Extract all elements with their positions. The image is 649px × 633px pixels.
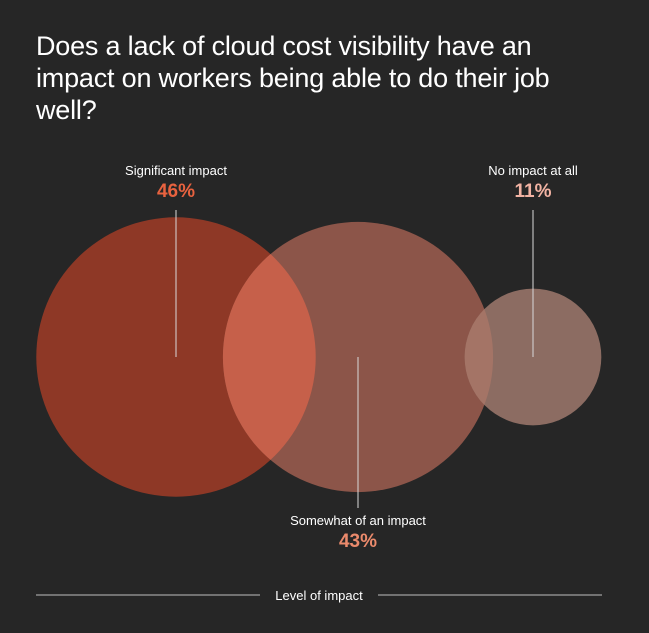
leader-line-layer xyxy=(175,210,534,508)
x-axis-label: Level of impact xyxy=(275,588,363,603)
label-layer: Significant impact 46% Somewhat of an impa… xyxy=(125,163,578,552)
value-label-significant-impact: 46% xyxy=(157,181,195,202)
category-label-significant-impact: Significant impact xyxy=(125,163,227,178)
chart-title: Does a lack of cloud cost visibility hav… xyxy=(36,31,550,125)
overlap-layer xyxy=(222,221,494,493)
value-label-no-impact-at-all: 11% xyxy=(515,181,552,202)
bubble-overlap-1 xyxy=(222,221,316,493)
x-axis: Level of impact xyxy=(36,588,602,603)
category-label-somewhat-of-an-impact: Somewhat of an impact xyxy=(290,513,426,528)
value-label-somewhat-of-an-impact: 43% xyxy=(339,531,377,552)
category-label-no-impact-at-all: No impact at all xyxy=(488,163,578,178)
bubble-layer xyxy=(36,217,602,497)
